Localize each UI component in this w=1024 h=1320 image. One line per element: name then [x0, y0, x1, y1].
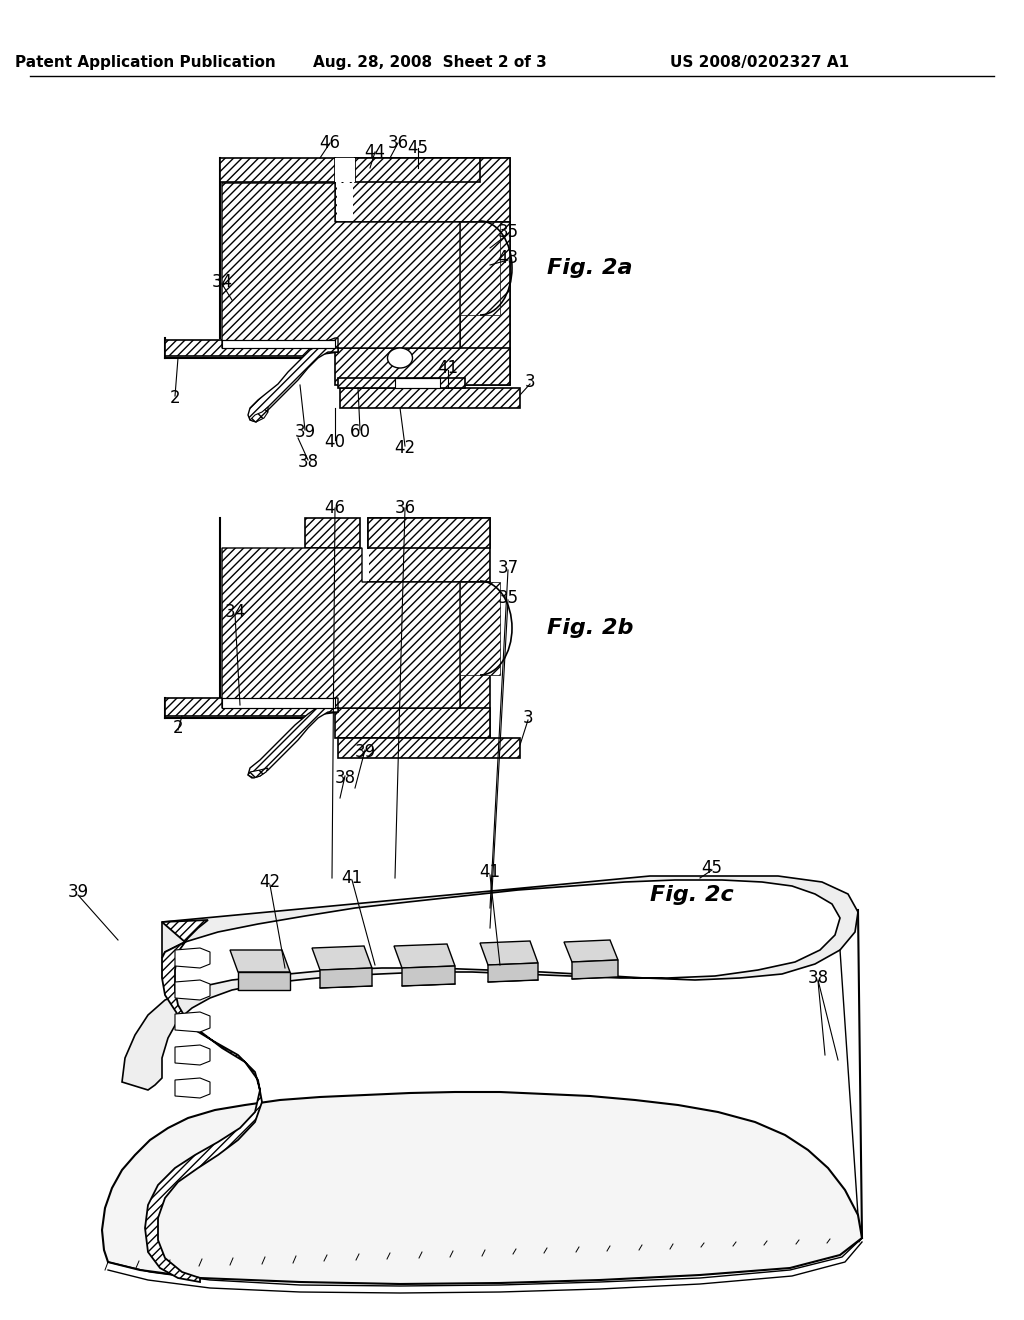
Polygon shape [361, 549, 369, 581]
Text: 3: 3 [522, 709, 534, 727]
Text: 45: 45 [408, 139, 428, 157]
Polygon shape [460, 582, 490, 738]
Text: 39: 39 [354, 743, 376, 762]
Text: 34: 34 [224, 603, 246, 620]
Text: 39: 39 [295, 422, 315, 441]
Text: 36: 36 [394, 499, 416, 517]
Polygon shape [250, 407, 268, 422]
Text: 40: 40 [325, 433, 345, 451]
Polygon shape [165, 341, 338, 356]
Text: 34: 34 [211, 273, 232, 290]
Polygon shape [460, 222, 500, 315]
Text: Fig. 2c: Fig. 2c [650, 884, 734, 906]
Polygon shape [175, 1012, 210, 1032]
Polygon shape [402, 966, 455, 986]
Polygon shape [460, 218, 510, 378]
Polygon shape [238, 972, 290, 990]
Polygon shape [305, 517, 360, 548]
Text: 60: 60 [349, 422, 371, 441]
Polygon shape [222, 183, 460, 422]
Polygon shape [222, 341, 335, 348]
Polygon shape [335, 158, 355, 182]
Polygon shape [248, 768, 268, 777]
Text: 39: 39 [68, 883, 88, 902]
Polygon shape [335, 158, 510, 222]
Polygon shape [368, 517, 490, 582]
Text: 43: 43 [498, 249, 518, 267]
Text: US 2008/0202327 A1: US 2008/0202327 A1 [671, 54, 850, 70]
Text: Aug. 28, 2008  Sheet 2 of 3: Aug. 28, 2008 Sheet 2 of 3 [313, 54, 547, 70]
Polygon shape [368, 517, 490, 548]
Text: 46: 46 [325, 499, 345, 517]
Polygon shape [175, 979, 210, 1001]
Polygon shape [220, 158, 335, 182]
Polygon shape [319, 968, 372, 987]
Polygon shape [335, 348, 510, 385]
Polygon shape [337, 183, 353, 220]
Polygon shape [175, 1045, 210, 1065]
Polygon shape [480, 941, 538, 965]
Polygon shape [222, 698, 335, 708]
Polygon shape [572, 960, 618, 979]
Polygon shape [355, 158, 510, 218]
Text: 35: 35 [498, 589, 518, 607]
Text: 36: 36 [387, 135, 409, 152]
Text: 2: 2 [170, 389, 180, 407]
Polygon shape [335, 708, 490, 738]
Text: 42: 42 [259, 873, 281, 891]
Text: 41: 41 [341, 869, 362, 887]
Text: 44: 44 [365, 143, 385, 161]
Ellipse shape [387, 348, 413, 368]
Polygon shape [222, 548, 460, 777]
Polygon shape [395, 378, 440, 388]
Polygon shape [230, 950, 290, 972]
Polygon shape [338, 738, 520, 758]
Polygon shape [175, 1078, 210, 1098]
Polygon shape [460, 222, 510, 385]
Polygon shape [338, 378, 465, 388]
Text: Fig. 2a: Fig. 2a [547, 257, 633, 279]
Text: Fig. 2b: Fig. 2b [547, 618, 633, 638]
Polygon shape [355, 158, 480, 182]
Text: 3: 3 [524, 374, 536, 391]
Polygon shape [122, 876, 858, 1090]
Text: 37: 37 [498, 558, 518, 577]
Polygon shape [394, 944, 455, 968]
Text: 42: 42 [394, 440, 416, 457]
Text: 41: 41 [437, 359, 459, 378]
Polygon shape [312, 946, 372, 970]
Text: 41: 41 [479, 863, 501, 880]
Polygon shape [145, 920, 262, 1282]
Polygon shape [102, 1092, 862, 1284]
Text: 35: 35 [498, 223, 518, 242]
Polygon shape [340, 388, 520, 408]
Polygon shape [488, 964, 538, 982]
Polygon shape [460, 582, 500, 675]
Text: 38: 38 [335, 770, 355, 787]
Text: 45: 45 [701, 859, 723, 876]
Text: 38: 38 [297, 453, 318, 471]
Text: Patent Application Publication: Patent Application Publication [14, 54, 275, 70]
Polygon shape [564, 940, 618, 962]
Text: 38: 38 [808, 969, 828, 987]
Polygon shape [165, 698, 338, 715]
Text: 2: 2 [173, 719, 183, 737]
Polygon shape [175, 948, 210, 968]
Text: 46: 46 [319, 135, 341, 152]
